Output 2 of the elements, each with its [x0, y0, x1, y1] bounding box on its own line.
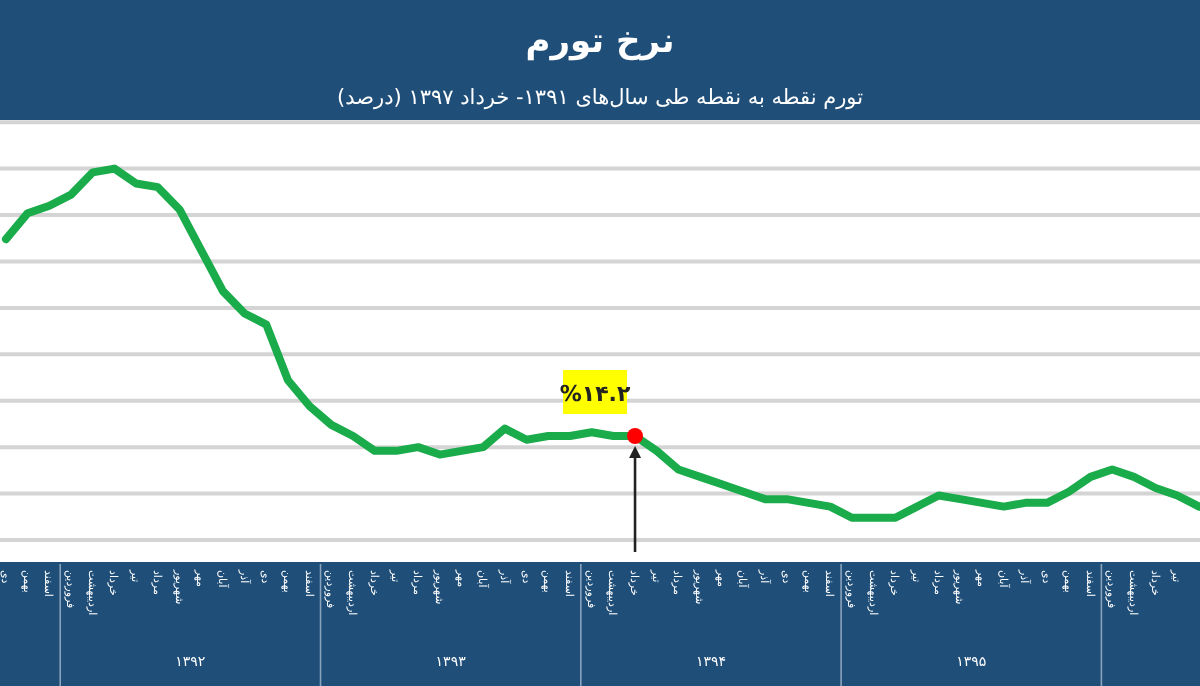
chart-subtitle: تورم نقطه به نقطه طی سال‌های ۱۳۹۱- خرداد ۱۳۹۷ (درصد)	[336, 86, 864, 110]
chart-title: نرخ تورم	[525, 22, 675, 62]
